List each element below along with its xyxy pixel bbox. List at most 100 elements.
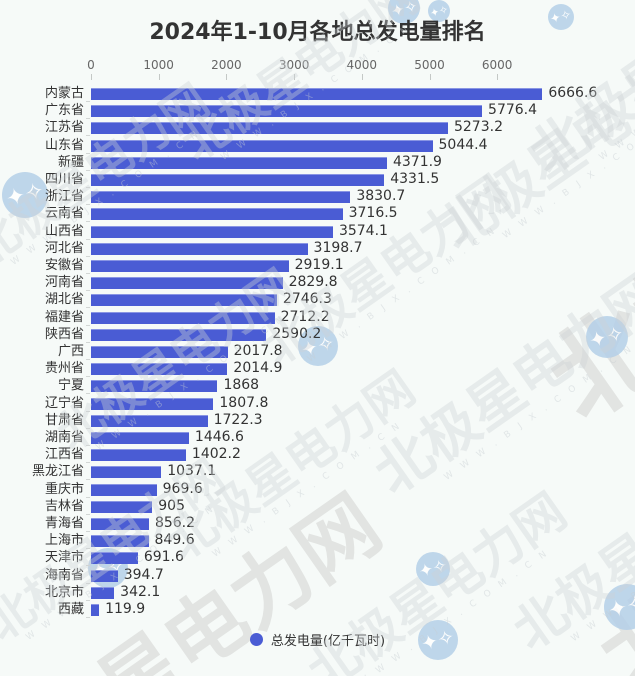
y-axis-category-label: 山东省 xyxy=(44,137,84,153)
y-axis-tick-mark xyxy=(86,445,90,446)
bar-山东省[interactable] xyxy=(91,139,433,152)
bar-河北省[interactable] xyxy=(91,242,308,255)
y-axis-tick-mark xyxy=(86,101,90,102)
bar-value-label: 5044.4 xyxy=(438,136,488,153)
y-axis-category-label: 广西 xyxy=(57,344,84,359)
bar-广东省[interactable] xyxy=(91,105,483,118)
y-axis-tick-mark xyxy=(86,531,90,532)
bar-山西省[interactable] xyxy=(91,225,333,238)
bar-江西省[interactable] xyxy=(91,449,186,462)
y-axis-tick-mark xyxy=(86,427,90,429)
bar-value-label: 3716.5 xyxy=(348,205,398,222)
y-axis-tick-mark xyxy=(86,135,90,137)
bar-云南省[interactable] xyxy=(91,208,343,221)
y-axis-category-label: 海南省 xyxy=(44,567,84,583)
bar-安徽省[interactable] xyxy=(91,260,289,272)
bar-广西[interactable] xyxy=(91,346,228,358)
bar-湖南省[interactable] xyxy=(91,432,189,444)
y-axis-tick-mark xyxy=(86,307,90,309)
y-axis-category-label: 天津市 xyxy=(44,550,84,566)
bar-重庆市[interactable] xyxy=(91,483,157,496)
legend[interactable]: 总发电量(亿千瓦时) xyxy=(0,630,635,649)
bar-吉林省[interactable] xyxy=(91,500,153,513)
x-axis-tick-mark xyxy=(497,74,499,80)
y-axis-tick-mark xyxy=(86,617,90,618)
y-axis-tick-mark xyxy=(86,324,90,326)
y-axis-category-label: 湖南省 xyxy=(44,430,84,445)
x-axis-tick-label: 6000 xyxy=(481,58,513,72)
bar-新疆[interactable] xyxy=(91,156,387,169)
bar-value-label: 342.1 xyxy=(120,583,161,600)
bar-西藏[interactable] xyxy=(91,604,100,616)
y-axis-category-label: 山西省 xyxy=(44,223,84,239)
bar-value-label: 2919.1 xyxy=(294,257,344,273)
y-axis-tick-mark xyxy=(86,152,90,154)
y-axis-tick-mark xyxy=(86,393,90,395)
y-axis-category-label: 甘肃省 xyxy=(44,412,84,428)
x-axis-tick-mark xyxy=(226,74,228,80)
bar-贵州省[interactable] xyxy=(91,363,228,376)
x-axis-tick-label: 5000 xyxy=(414,58,445,72)
bar-甘肃省[interactable] xyxy=(91,414,208,427)
bar-浙江省[interactable] xyxy=(91,191,351,204)
bar-内蒙古[interactable] xyxy=(91,88,543,100)
bar-value-label: 5273.2 xyxy=(453,119,503,136)
y-axis-tick-mark xyxy=(86,496,90,498)
bar-四川省[interactable] xyxy=(91,174,385,186)
bar-value-label: 1446.6 xyxy=(194,429,244,445)
x-axis-tick-mark xyxy=(158,74,160,80)
bar-value-label: 849.6 xyxy=(154,532,195,549)
bar-宁夏[interactable] xyxy=(91,380,218,393)
bar-天津市[interactable] xyxy=(91,552,138,565)
bar-上海市[interactable] xyxy=(91,535,149,548)
y-axis-tick-mark xyxy=(86,169,90,171)
y-axis-category-label: 上海市 xyxy=(44,533,84,549)
bar-value-label: 394.7 xyxy=(123,566,164,583)
y-axis-tick-mark xyxy=(86,599,90,601)
bar-福建省[interactable] xyxy=(91,311,275,324)
bar-青海省[interactable] xyxy=(91,518,149,530)
y-axis-category-label: 北京市 xyxy=(44,584,84,600)
y-axis-tick-mark xyxy=(86,359,90,360)
y-axis-category-label: 安徽省 xyxy=(44,258,84,273)
bar-陕西省[interactable] xyxy=(91,328,267,341)
y-axis-tick-mark xyxy=(86,582,90,584)
y-axis-category-label: 四川省 xyxy=(44,172,84,187)
bar-value-label: 119.9 xyxy=(105,601,146,617)
y-axis-tick-mark xyxy=(86,273,90,274)
bar-江苏省[interactable] xyxy=(91,122,448,135)
y-axis-category-label: 江西省 xyxy=(44,447,84,463)
bar-value-label: 3830.7 xyxy=(356,188,406,205)
bar-辽宁省[interactable] xyxy=(91,397,214,410)
bar-湖北省[interactable] xyxy=(91,294,277,307)
bar-河南省[interactable] xyxy=(91,277,283,290)
y-axis-tick-mark xyxy=(86,118,90,120)
x-axis-tick-label: 0 xyxy=(87,58,95,72)
y-axis-category-label: 宁夏 xyxy=(57,378,84,394)
bar-北京市[interactable] xyxy=(91,586,115,599)
bar-value-label: 691.6 xyxy=(143,549,184,566)
bar-value-label: 2712.2 xyxy=(280,308,330,325)
bar-value-label: 1037.1 xyxy=(167,463,217,480)
y-axis-category-label: 江苏省 xyxy=(44,120,84,136)
y-axis-category-label: 黑龙江省 xyxy=(31,464,84,480)
bar-黑龙江省[interactable] xyxy=(91,466,162,479)
bar-value-label: 905 xyxy=(158,497,185,514)
y-axis-category-label: 青海省 xyxy=(44,516,84,531)
y-axis-tick-mark xyxy=(86,204,90,206)
y-axis-category-label: 陕西省 xyxy=(44,326,84,342)
bar-value-label: 2590.2 xyxy=(272,325,322,342)
bar-value-label: 2014.9 xyxy=(233,360,283,377)
y-axis-tick-mark xyxy=(86,290,90,292)
bar-海南省[interactable] xyxy=(91,569,118,582)
x-axis-tick-label: 4000 xyxy=(346,58,378,72)
y-axis-category-label: 西藏 xyxy=(57,602,84,617)
bar-value-label: 2017.8 xyxy=(233,343,283,359)
chart-title: 2024年1-10月各地总发电量排名 xyxy=(149,20,486,45)
bar-value-label: 2746.3 xyxy=(282,291,332,308)
y-axis-category-label: 内蒙古 xyxy=(44,86,84,101)
y-axis-tick-mark xyxy=(86,187,90,188)
x-axis-tick-mark xyxy=(429,74,431,80)
x-axis-tick-mark xyxy=(91,74,92,80)
